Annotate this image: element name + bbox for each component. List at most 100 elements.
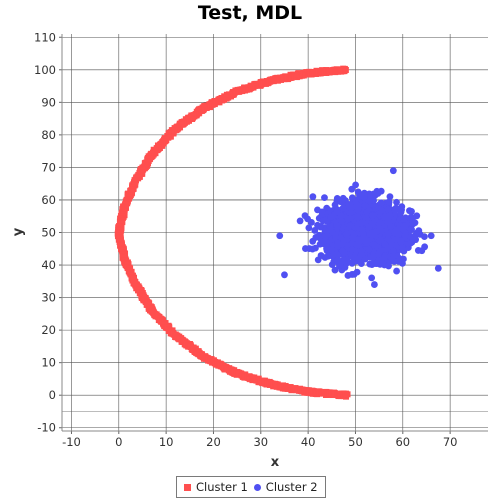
cluster-2-point: [301, 212, 309, 220]
cluster-2-point: [370, 231, 378, 239]
cluster-2-point: [363, 208, 371, 216]
y-tick-label: 50: [41, 226, 56, 240]
cluster-2-point: [348, 204, 355, 212]
cluster-2-point: [340, 249, 348, 257]
cluster-2-point: [318, 208, 326, 216]
cluster-2-point: [336, 261, 344, 269]
cluster-2-point: [384, 218, 391, 226]
x-axis-label: x: [271, 455, 280, 470]
y-tick-label: 90: [41, 95, 56, 109]
cluster-2-point: [348, 259, 356, 267]
cluster-2-point: [333, 222, 341, 230]
x-tick-label: 70: [443, 435, 458, 449]
chart-title: Test, MDL: [197, 2, 303, 24]
cluster-2-point: [387, 238, 395, 246]
cluster-2-point: [409, 235, 416, 243]
cluster-2-point: [386, 193, 394, 201]
y-tick-label: 30: [41, 291, 56, 305]
cluster-2-point: [397, 238, 405, 246]
cluster-2-series: [276, 167, 442, 288]
x-tick-label: 60: [395, 435, 410, 449]
cluster-2-point: [339, 204, 347, 212]
x-tick-label: 50: [348, 435, 363, 449]
cluster-2-point: [385, 211, 393, 219]
cluster-2-point: [378, 227, 386, 235]
cluster-2-point: [361, 202, 369, 210]
x-tick-label: 0: [115, 435, 122, 449]
cluster-2-point: [350, 230, 358, 238]
legend-label-cluster-1: Cluster 1: [196, 480, 248, 494]
y-tick-label: 0: [49, 388, 56, 402]
cluster-2-point: [378, 206, 386, 214]
cluster-2-point: [354, 213, 362, 221]
cluster-2-point: [376, 247, 384, 255]
y-tick-label: 20: [41, 323, 56, 337]
y-tick-label: 60: [41, 193, 56, 207]
cluster-2-point: [414, 247, 422, 254]
cluster-2-point: [352, 181, 360, 189]
legend-item-cluster-1: Cluster 1: [184, 480, 248, 494]
cluster-2-point: [358, 218, 366, 226]
cluster-2-point: [311, 227, 319, 234]
cluster-2-point: [421, 243, 429, 251]
cluster-2-point: [296, 217, 304, 225]
cluster-2-point: [328, 246, 336, 254]
cluster-2-point: [321, 194, 328, 202]
cluster-2-point: [393, 267, 400, 275]
cluster-2-point: [368, 274, 376, 282]
cluster-2-point: [334, 239, 342, 247]
cluster-2-point: [350, 270, 358, 278]
cluster-2-point: [309, 193, 317, 201]
cluster-2-point: [390, 247, 397, 255]
cluster-1-series: [114, 65, 351, 400]
x-tick-label: 10: [159, 435, 174, 449]
cluster-2-point: [305, 224, 313, 232]
cluster-2-point: [379, 258, 387, 266]
cluster-2-point: [346, 222, 354, 230]
cluster-2-point: [344, 215, 352, 223]
y-tick-label: 110: [34, 30, 56, 44]
cluster-2-point: [399, 225, 407, 233]
axes: -10 0 10 20 30 40 50 60 70 -10 0 10 20 30 40 50 60 70 80 90…: [34, 30, 488, 449]
cluster-2-point: [401, 232, 409, 240]
cluster-2-point: [331, 266, 339, 274]
cluster-2-point: [366, 260, 374, 268]
y-tick-label: 40: [41, 258, 56, 272]
cluster-2-point: [326, 226, 334, 234]
cluster-2-point: [389, 167, 397, 175]
y-tick-label: 70: [41, 160, 56, 174]
cluster-2-swatch: [253, 483, 261, 491]
x-tick-label: 20: [206, 435, 221, 449]
cluster-2-point: [400, 247, 408, 255]
cluster-2-point: [377, 199, 385, 207]
legend: Cluster 1 Cluster 2: [176, 476, 326, 498]
y-tick-label: 100: [34, 63, 56, 77]
cluster-2-point: [365, 246, 373, 253]
cluster-2-point: [400, 255, 407, 263]
cluster-2-point: [427, 232, 435, 240]
cluster-2-point: [385, 198, 393, 206]
cluster-2-point: [314, 256, 322, 264]
cluster-2-point: [358, 226, 366, 233]
legend-item-cluster-2: Cluster 2: [253, 480, 318, 494]
grid-lines: [62, 34, 488, 431]
cluster-2-point: [317, 223, 324, 230]
cluster-2-point: [393, 198, 400, 206]
cluster-2-point: [434, 264, 442, 272]
cluster-2-point: [276, 232, 284, 240]
cluster-2-point: [324, 252, 332, 260]
cluster-2-point: [281, 271, 288, 279]
cluster-2-point: [363, 236, 371, 244]
cluster-2-point: [399, 216, 407, 223]
cluster-2-point: [351, 253, 359, 261]
cluster-2-point: [370, 197, 378, 204]
x-tick-label: -10: [62, 435, 81, 449]
cluster-2-point: [385, 262, 392, 270]
y-tick-label: -10: [37, 421, 56, 435]
cluster-1-point: [344, 391, 351, 398]
cluster-2-point: [328, 261, 336, 269]
cluster-2-point: [353, 241, 360, 249]
cluster-2-point: [421, 233, 428, 241]
cluster-2-point: [381, 253, 389, 261]
